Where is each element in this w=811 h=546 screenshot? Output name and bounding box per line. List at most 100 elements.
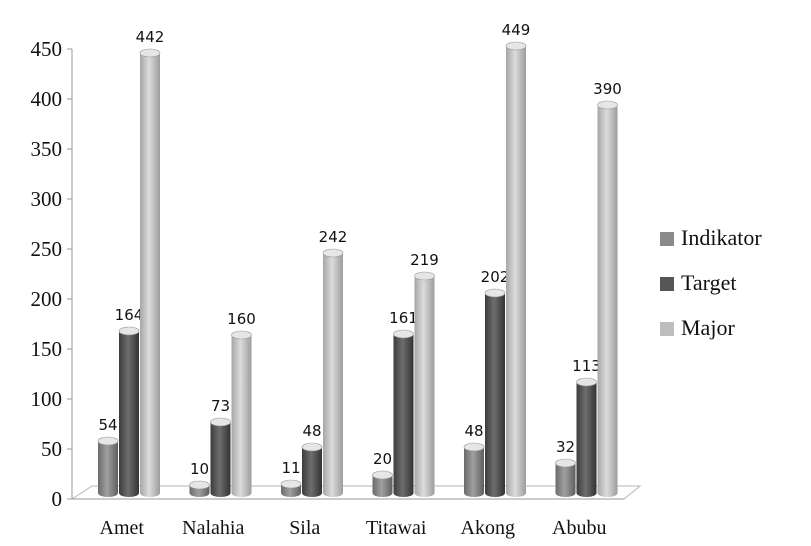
bar-body [393,334,414,497]
y-tick-label: 350 [31,137,63,161]
legend-swatch [660,277,674,291]
bar-major-nalahia: 160 [227,310,256,497]
data-label: 113 [572,357,601,375]
y-tick-label: 400 [31,87,63,111]
bar-body [98,441,118,497]
legend-swatch [660,232,674,246]
bar-group-nalahia: 10 73 160 [189,310,256,497]
bar-body [464,447,484,497]
bar-body [597,105,618,497]
bar-major-sila: 242 [319,228,348,497]
y-tick-label: 200 [31,287,63,311]
y-tick-label: 150 [31,337,63,361]
bar-cap [139,48,161,58]
bar-cap [118,326,140,336]
legend-item-target: Target [660,270,736,295]
x-tick-label: Amet [100,517,145,539]
x-tick-label: Sila [289,517,320,539]
bar-body [555,463,576,497]
bar-cap [576,377,597,387]
bar-cap [301,442,323,452]
bar-body [140,53,160,497]
data-label: 48 [464,422,483,440]
bar-target-abubu: 113 [572,357,601,497]
data-label: 442 [136,28,165,46]
bar-body [506,46,526,497]
data-label: 160 [227,310,256,328]
bar-indikator-nalahia: 10 [189,460,210,497]
legend-item-major: Major [660,315,735,340]
data-label: 161 [389,309,418,327]
bar-group-abubu: 32 113 390 [555,80,622,497]
bar-body [323,253,343,497]
bar-cap [505,41,527,51]
bar-body [119,331,139,497]
x-axis: Amet Nalahia Sila Titawai Akong Abubu [72,498,624,539]
y-tick-label: 50 [41,437,62,461]
bar-cap [97,436,119,446]
bar-target-akong: 202 [481,268,510,497]
bar-indikator-akong: 48 [463,422,485,497]
bar-cap [393,329,414,339]
bar-body [414,276,435,497]
x-tick-label: Abubu [552,517,606,539]
bar-target-nalahia: 73 [210,397,231,497]
bar-target-amet: 164 [115,306,144,497]
x-tick-label: Akong [461,517,515,539]
bar-body [231,335,252,497]
bar-major-titawai: 219 [410,251,439,497]
bar-indikator-sila: 11 [280,459,302,497]
y-axis: 0 50 100 150 200 250 300 350 400 450 [31,37,73,511]
data-label: 390 [593,80,622,98]
y-tick-label: 250 [31,237,63,261]
bar-indikator-titawai: 20 [372,450,393,497]
bar-cap [555,458,576,468]
bar-target-titawai: 161 [389,309,418,497]
data-label: 164 [115,306,144,324]
bar-group-amet: 54 164 442 [97,28,165,497]
bar-body [485,293,505,497]
data-label: 11 [281,459,300,477]
bar-cap [210,417,231,427]
x-tick-label: Titawai [366,517,427,539]
data-label: 242 [319,228,348,246]
bar-major-abubu: 390 [593,80,622,497]
legend: Indikator Target Major [660,225,762,340]
bar-cap [463,442,485,452]
bar-body [372,475,393,497]
bar-indikator-abubu: 32 [555,438,576,497]
data-label: 219 [410,251,439,269]
bar-group-akong: 48 202 449 [463,21,531,497]
legend-label: Major [681,315,735,340]
x-tick-label: Nalahia [182,517,244,539]
bar-indikator-amet: 54 [97,416,119,497]
data-label: 10 [190,460,209,478]
bars-group: 54 164 442 10 73 160 11 48 242 20 161 219 48 202 449 32… [97,21,622,497]
data-label: 32 [556,438,575,456]
data-label: 202 [481,268,510,286]
bar-body [576,382,597,497]
bar-group-sila: 11 48 242 [280,228,348,497]
y-tick-label: 0 [52,487,63,511]
bar-cap [597,100,618,110]
bar-cap [280,479,302,489]
bar-major-akong: 449 [502,21,531,497]
data-label: 48 [302,422,321,440]
data-label: 20 [373,450,392,468]
y-tick-label: 100 [31,387,63,411]
legend-label: Target [681,270,736,295]
bar-cap [484,288,506,298]
legend-swatch [660,322,674,336]
bar-cap [189,480,210,490]
bar-group-titawai: 20 161 219 [372,251,439,497]
bar-body [210,422,231,497]
legend-label: Indikator [681,225,762,250]
bar-body [302,447,322,497]
data-label: 73 [211,397,230,415]
bar-target-sila: 48 [301,422,323,497]
legend-item-indikator: Indikator [660,225,762,250]
data-label: 54 [98,416,117,434]
bar-cap [322,248,344,258]
data-label: 449 [502,21,531,39]
